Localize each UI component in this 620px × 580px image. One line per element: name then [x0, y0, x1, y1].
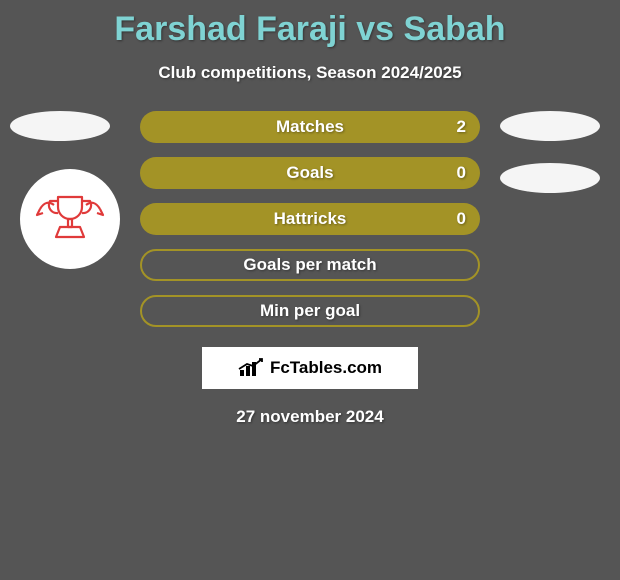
- stat-row: Matches 2: [140, 111, 480, 143]
- stat-row: Min per goal: [140, 295, 480, 327]
- placeholder-ellipse-right-2: [500, 163, 600, 193]
- stat-row: Hattricks 0: [140, 203, 480, 235]
- date-text: 27 november 2024: [0, 407, 620, 427]
- barchart-icon: [238, 358, 264, 378]
- placeholder-ellipse-right-1: [500, 111, 600, 141]
- stat-row: Goals per match: [140, 249, 480, 281]
- stat-label: Min per goal: [260, 301, 360, 321]
- page-subtitle: Club competitions, Season 2024/2025: [0, 63, 620, 83]
- team-badge: [20, 169, 120, 269]
- page-title: Farshad Faraji vs Sabah: [0, 0, 620, 49]
- stat-rows: Matches 2 Goals 0 Hattricks 0 Goals per match M…: [140, 111, 480, 327]
- stat-value: 2: [457, 117, 466, 137]
- attribution-banner: FcTables.com: [202, 347, 418, 389]
- placeholder-ellipse-left: [10, 111, 110, 141]
- attribution-text: FcTables.com: [270, 358, 382, 378]
- stat-row: Goals 0: [140, 157, 480, 189]
- stats-area: Matches 2 Goals 0 Hattricks 0 Goals per match M…: [0, 111, 620, 327]
- stat-label: Matches: [276, 117, 344, 137]
- stat-value: 0: [457, 209, 466, 229]
- stat-value: 0: [457, 163, 466, 183]
- stat-label: Hattricks: [274, 209, 347, 229]
- stat-label: Goals per match: [243, 255, 376, 275]
- trophy-icon: [34, 189, 106, 249]
- stat-label: Goals: [286, 163, 333, 183]
